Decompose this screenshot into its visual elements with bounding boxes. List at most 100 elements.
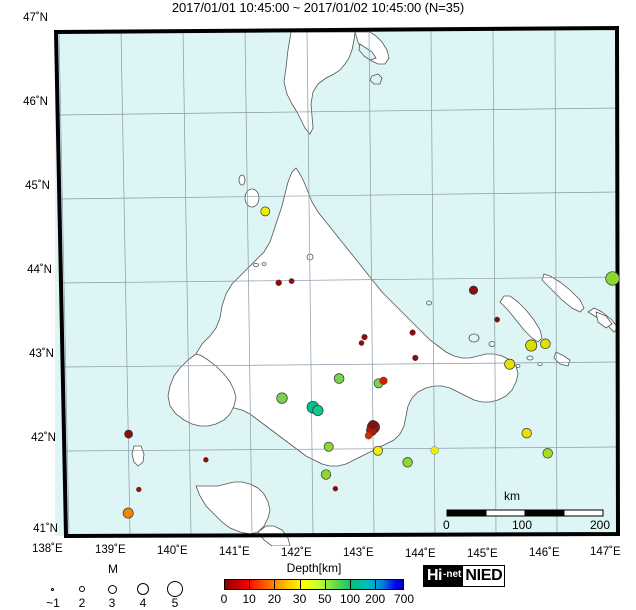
magnitude-legend: M ~1 2 3 4 5 xyxy=(22,562,202,610)
lat-label-42: 42˚N xyxy=(31,432,56,444)
magnitude-label-1: ~1 xyxy=(46,596,60,610)
earthquake-marker[interactable] xyxy=(605,271,620,286)
depth-tick-50 xyxy=(324,579,326,590)
earthquake-marker[interactable] xyxy=(494,316,500,323)
depth-tick-20 xyxy=(274,579,276,590)
logo-net-text: -net xyxy=(443,569,462,580)
logo-nied-text: NIED xyxy=(463,566,505,586)
lon-label-139: 139˚E xyxy=(95,544,126,556)
earthquake-marker[interactable] xyxy=(364,431,373,440)
earthquake-marker[interactable] xyxy=(323,441,334,452)
earthquake-marker[interactable] xyxy=(525,339,538,352)
lon-label-144: 144˚E xyxy=(405,548,436,560)
earthquake-marker[interactable] xyxy=(358,340,365,346)
earthquake-marker[interactable] xyxy=(260,206,271,217)
magnitude-symbol-3 xyxy=(108,585,117,594)
depth-label-100: 100 xyxy=(339,592,361,606)
earthquake-marker[interactable] xyxy=(402,457,413,468)
depth-label-200: 200 xyxy=(365,592,386,606)
lon-label-143: 143˚E xyxy=(343,547,374,559)
lon-label-147: 147˚E xyxy=(590,546,621,558)
lon-label-138: 138˚E xyxy=(32,543,63,555)
seismicity-map[interactable]: km 0 100 200 xyxy=(0,16,636,546)
lat-label-44: 44˚N xyxy=(27,264,52,276)
lon-label-145: 145˚E xyxy=(467,548,498,560)
small-island-b xyxy=(261,262,267,266)
lon-label-140: 140˚E xyxy=(157,545,188,557)
okushiri-island xyxy=(131,445,145,467)
earthquake-marker[interactable] xyxy=(409,329,416,336)
hinet-nied-logo: Hi -net NIED xyxy=(423,565,506,587)
earthquake-marker[interactable] xyxy=(276,392,288,404)
earthquake-marker[interactable] xyxy=(275,279,282,286)
sakhalin-bay xyxy=(358,43,377,61)
depth-tick-100 xyxy=(350,579,351,590)
lat-label-43: 43˚N xyxy=(29,348,54,360)
lake-kussharo xyxy=(468,333,480,343)
lat-label-47: 47˚N xyxy=(23,12,48,24)
hokkaido-island xyxy=(193,167,519,467)
depth-tick-200 xyxy=(375,579,377,590)
earthquake-markers[interactable] xyxy=(122,206,620,519)
earthquake-marker[interactable] xyxy=(203,457,209,463)
earthquake-marker[interactable] xyxy=(373,445,383,456)
logo-hi-text: Hi xyxy=(427,567,443,584)
depth-label-700: 700 xyxy=(393,592,415,606)
magnitude-legend-title: M xyxy=(108,562,118,576)
earthquake-marker[interactable] xyxy=(468,285,479,295)
kunashiri-island xyxy=(499,295,543,343)
lon-label-146: 146˚E xyxy=(529,547,560,559)
earthquake-marker[interactable] xyxy=(430,446,439,455)
habomai-islet-c xyxy=(515,364,521,368)
earthquake-marker[interactable] xyxy=(379,376,388,385)
sakhalin-island xyxy=(283,31,356,135)
iturup-patch xyxy=(595,311,613,329)
magnitude-label-3: 3 xyxy=(108,596,116,610)
earthquake-marker[interactable] xyxy=(368,420,378,430)
earthquake-marker[interactable] xyxy=(136,486,142,493)
depth-legend: Depth[km] 0 10 20 30 50 100 200 700 xyxy=(214,561,414,609)
scale-bar-tick-0: 0 xyxy=(443,518,450,532)
magnitude-symbol-4 xyxy=(137,583,149,595)
scale-bar xyxy=(446,509,604,517)
lon-label-141: 141˚E xyxy=(219,546,250,558)
earthquake-marker[interactable] xyxy=(332,486,339,492)
lat-label-46: 46˚N xyxy=(23,96,48,108)
map-canvas[interactable] xyxy=(0,16,636,546)
earthquake-marker[interactable] xyxy=(320,469,332,480)
small-island-a xyxy=(253,262,259,267)
earthquake-marker[interactable] xyxy=(312,404,324,417)
lat-label-41: 41˚N xyxy=(33,523,58,535)
depth-tick-30 xyxy=(299,579,301,590)
magnitude-symbol-5 xyxy=(167,581,183,597)
earthquake-marker[interactable] xyxy=(333,373,345,384)
magnitude-label-2: 2 xyxy=(78,596,86,610)
earthquake-marker[interactable] xyxy=(412,354,419,361)
page-title: 2017/01/01 10:45:00 ~ 2017/01/02 10:45:0… xyxy=(171,0,465,15)
habomai-islet-a xyxy=(526,355,534,361)
earthquake-marker[interactable] xyxy=(122,507,134,519)
earthquake-marker[interactable] xyxy=(504,358,516,370)
earthquake-marker[interactable] xyxy=(542,448,553,459)
lake-abashiri xyxy=(426,300,432,306)
magnitude-symbol-2 xyxy=(79,586,85,592)
earthquake-marker[interactable] xyxy=(288,278,295,284)
depth-tick-10 xyxy=(249,579,251,590)
magnitude-label-4: 4 xyxy=(139,596,147,610)
earthquake-marker[interactable] xyxy=(540,338,551,350)
scale-bar-tick-200: 200 xyxy=(590,518,611,532)
sakhalin-lagoon xyxy=(369,73,383,85)
depth-label-30: 30 xyxy=(292,592,307,606)
etorofu-island xyxy=(541,273,585,313)
lon-label-142: 142˚E xyxy=(281,547,312,559)
rishiri-island xyxy=(244,188,260,208)
depth-legend-title: Depth[km] xyxy=(286,561,342,575)
depth-label-50: 50 xyxy=(318,592,332,606)
magnitude-symbol-1 xyxy=(51,588,54,591)
earthquake-marker[interactable] xyxy=(361,334,368,341)
earthquake-marker[interactable] xyxy=(124,429,133,439)
lat-label-45: 45˚N xyxy=(25,180,50,192)
map-frame xyxy=(53,25,621,539)
earthquake-marker[interactable] xyxy=(521,428,532,439)
magnitude-label-5: 5 xyxy=(171,596,179,610)
